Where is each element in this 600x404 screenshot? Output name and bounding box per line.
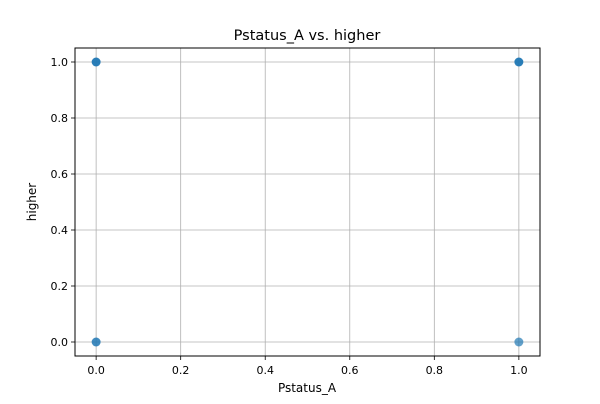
y-tick-label: 0.8 [51,112,69,125]
x-tick-label: 0.6 [341,364,359,377]
y-tick-label: 0.6 [51,168,69,181]
data-point [514,337,524,347]
plot-area-frame [74,47,541,357]
y-tick-label: 1.0 [51,56,69,69]
y-tick-label: 0.0 [51,336,69,349]
data-point [91,337,101,347]
data-point [514,57,524,67]
y-tick-label: 0.2 [51,280,69,293]
x-tick-label: 0.4 [256,364,274,377]
x-tick-label: 0.8 [426,364,444,377]
y-tick-label: 0.4 [51,224,69,237]
x-axis-label: Pstatus_A [278,381,337,395]
chart-title: Pstatus_A vs. higher [234,28,381,44]
axis-ticks: 0.0 0.2 0.4 0.6 0.8 1.0 0.0 0.2 0.4 0.6 0.8 1.0 [51,56,528,377]
data-point [91,57,101,67]
x-tick-label: 1.0 [510,364,528,377]
data-points [91,57,524,347]
grid-lines [75,48,540,356]
x-tick-label: 0.0 [87,364,105,377]
y-axis-label: higher [25,183,39,222]
x-tick-label: 0.2 [172,364,190,377]
